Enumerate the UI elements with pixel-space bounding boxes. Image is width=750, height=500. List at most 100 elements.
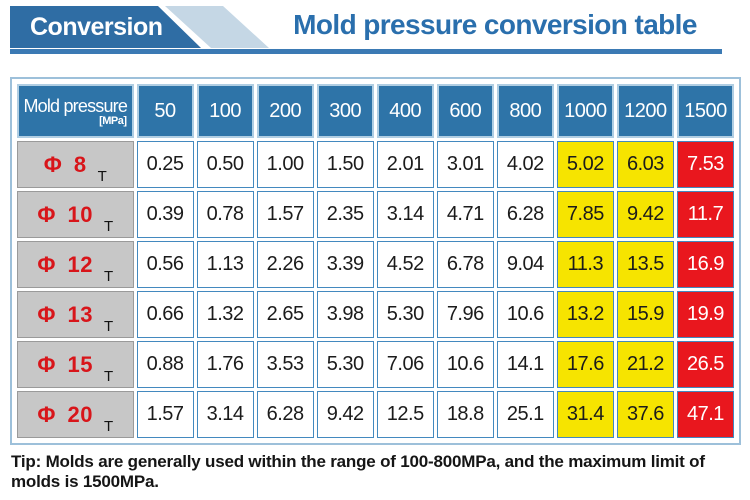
value-cell: 0.78: [196, 191, 254, 238]
value-cell: 10.6: [436, 341, 494, 388]
value-cell: 47.1: [676, 391, 734, 438]
value-cell: 6.28: [256, 391, 314, 438]
value-cell: 3.39: [316, 241, 374, 288]
value-cell: 9.42: [616, 191, 674, 238]
value-cell: 11.7: [676, 191, 734, 238]
corner-header-title: Mold pressure: [23, 95, 128, 116]
table-row: Φ 20 T 1.57 3.14 6.28 9.42 12.5 18.8 25.1 31.4 37.…: [17, 391, 734, 438]
value-cell: 3.98: [316, 291, 374, 338]
unit-subscript: T: [97, 167, 107, 185]
value-cell: 3.01: [436, 141, 494, 188]
diameter-label-cell: Φ 12 T: [17, 241, 134, 288]
pressure-column-header: 600: [436, 84, 494, 138]
value-cell: 25.1: [496, 391, 554, 438]
pressure-column-header: 200: [256, 84, 314, 138]
unit-subscript: T: [104, 417, 114, 435]
value-cell: 7.53: [676, 141, 734, 188]
diameter-label: Φ 13: [37, 301, 93, 327]
value-cell: 17.6: [556, 341, 614, 388]
value-cell: 26.5: [676, 341, 734, 388]
value-cell: 5.30: [376, 291, 434, 338]
corner-header-cell: Mold pressure [MPa]: [17, 84, 134, 138]
table-row: Φ 8 T 0.25 0.50 1.00 1.50 2.01 3.01 4.02 5.02 6.03…: [17, 141, 734, 188]
value-cell: 6.28: [496, 191, 554, 238]
pressure-column-header: 100: [196, 84, 254, 138]
diameter-label-cell: Φ 10 T: [17, 191, 134, 238]
table-body: Φ 8 T 0.25 0.50 1.00 1.50 2.01 3.01 4.02 5.02 6.03…: [17, 141, 734, 438]
diameter-label: Φ 12: [37, 251, 93, 277]
mold-pressure-conversion-table: Mold pressure [MPa] 50 100 200 300 400 600 800…: [14, 81, 737, 441]
conversion-table-wrapper: Mold pressure [MPa] 50 100 200 300 400 600 800…: [10, 77, 741, 445]
value-cell: 12.5: [376, 391, 434, 438]
title-underline: [10, 49, 722, 54]
value-cell: 3.14: [376, 191, 434, 238]
diameter-label-cell: Φ 13 T: [17, 291, 134, 338]
value-cell: 6.03: [616, 141, 674, 188]
value-cell: 0.25: [136, 141, 194, 188]
value-cell: 0.56: [136, 241, 194, 288]
value-cell: 5.02: [556, 141, 614, 188]
value-cell: 0.66: [136, 291, 194, 338]
value-cell: 1.57: [256, 191, 314, 238]
unit-subscript: T: [104, 367, 114, 385]
value-cell: 3.14: [196, 391, 254, 438]
value-cell: 13.5: [616, 241, 674, 288]
value-cell: 2.01: [376, 141, 434, 188]
value-cell: 0.50: [196, 141, 254, 188]
diameter-label-cell: Φ 15 T: [17, 341, 134, 388]
value-cell: 0.88: [136, 341, 194, 388]
diameter-label-cell: Φ 20 T: [17, 391, 134, 438]
pressure-column-header: 1200: [616, 84, 674, 138]
table-row: Φ 10 T 0.39 0.78 1.57 2.35 3.14 4.71 6.28 7.85 9.4…: [17, 191, 734, 238]
pressure-column-header: 400: [376, 84, 434, 138]
value-cell: 10.6: [496, 291, 554, 338]
value-cell: 5.30: [316, 341, 374, 388]
pressure-column-header: 1500: [676, 84, 734, 138]
pressure-column-header: 800: [496, 84, 554, 138]
value-cell: 1.57: [136, 391, 194, 438]
value-cell: 13.2: [556, 291, 614, 338]
value-cell: 19.9: [676, 291, 734, 338]
value-cell: 9.42: [316, 391, 374, 438]
value-cell: 7.96: [436, 291, 494, 338]
diameter-label-cell: Φ 8 T: [17, 141, 134, 188]
value-cell: 9.04: [496, 241, 554, 288]
table-row: Φ 12 T 0.56 1.13 2.26 3.39 4.52 6.78 9.04 11.3 13.…: [17, 241, 734, 288]
diameter-label: Φ 10: [37, 201, 93, 227]
value-cell: 0.39: [136, 191, 194, 238]
value-cell: 2.26: [256, 241, 314, 288]
table-row: Φ 13 T 0.66 1.32 2.65 3.98 5.30 7.96 10.6 13.2 15.…: [17, 291, 734, 338]
pressure-column-header: 300: [316, 84, 374, 138]
diameter-label: Φ 8: [43, 151, 87, 177]
diameter-label: Φ 15: [37, 351, 93, 377]
corner-header-unit: [MPa]: [99, 114, 127, 127]
value-cell: 18.8: [436, 391, 494, 438]
unit-subscript: T: [104, 217, 114, 235]
value-cell: 14.1: [496, 341, 554, 388]
tip-text: Tip: Molds are generally used within the…: [11, 452, 705, 492]
value-cell: 4.52: [376, 241, 434, 288]
diameter-label: Φ 20: [37, 401, 93, 427]
table-row: Φ 15 T 0.88 1.76 3.53 5.30 7.06 10.6 14.1 17.6 21.…: [17, 341, 734, 388]
value-cell: 1.00: [256, 141, 314, 188]
value-cell: 37.6: [616, 391, 674, 438]
conversion-banner-label: Conversion: [30, 13, 163, 41]
value-cell: 7.85: [556, 191, 614, 238]
value-cell: 1.13: [196, 241, 254, 288]
table-header-row: Mold pressure [MPa] 50 100 200 300 400 600 800…: [17, 84, 734, 138]
value-cell: 3.53: [256, 341, 314, 388]
page-title: Mold pressure conversion table: [293, 9, 697, 40]
value-cell: 2.65: [256, 291, 314, 338]
value-cell: 1.76: [196, 341, 254, 388]
value-cell: 11.3: [556, 241, 614, 288]
pressure-column-header: 1000: [556, 84, 614, 138]
value-cell: 7.06: [376, 341, 434, 388]
value-cell: 31.4: [556, 391, 614, 438]
value-cell: 1.50: [316, 141, 374, 188]
unit-subscript: T: [104, 317, 114, 335]
value-cell: 15.9: [616, 291, 674, 338]
unit-subscript: T: [104, 267, 114, 285]
pressure-column-header: 50: [136, 84, 194, 138]
value-cell: 4.71: [436, 191, 494, 238]
